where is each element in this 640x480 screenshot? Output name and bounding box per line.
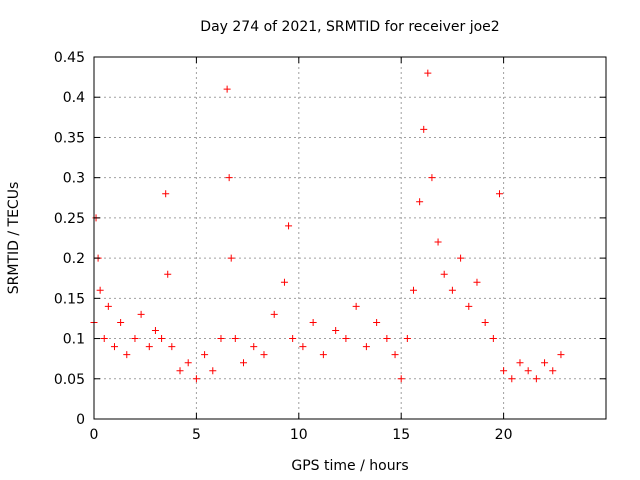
data-point xyxy=(397,375,405,383)
data-point xyxy=(416,198,424,206)
data-point xyxy=(342,335,350,343)
plot-frame xyxy=(93,56,607,420)
data-point xyxy=(285,222,293,230)
data-point xyxy=(403,335,411,343)
x-tick-label: 10 xyxy=(290,427,308,443)
y-tick-label: 0.2 xyxy=(63,251,85,267)
data-point xyxy=(225,174,233,182)
data-point xyxy=(96,286,104,294)
data-point xyxy=(383,335,391,343)
data-point xyxy=(223,85,231,93)
y-tick-label: 0.15 xyxy=(54,291,85,307)
data-point xyxy=(496,190,504,198)
data-point xyxy=(209,367,217,375)
data-point xyxy=(500,367,508,375)
y-tick-label: 0 xyxy=(76,412,85,428)
data-point xyxy=(362,343,370,351)
data-point xyxy=(270,310,278,318)
y-tick-label: 0.45 xyxy=(54,50,85,66)
data-point xyxy=(299,343,307,351)
data-point xyxy=(176,367,184,375)
data-point xyxy=(391,351,399,359)
data-point xyxy=(420,125,428,133)
data-point xyxy=(309,318,317,326)
data-point xyxy=(473,278,481,286)
data-point xyxy=(332,327,340,335)
data-point xyxy=(516,359,524,367)
data-point xyxy=(117,318,125,326)
y-tick-label: 0.05 xyxy=(54,372,85,388)
data-point xyxy=(201,351,209,359)
y-tick-label: 0.3 xyxy=(63,171,85,187)
data-point xyxy=(434,238,442,246)
data-point xyxy=(145,343,153,351)
data-point xyxy=(352,302,360,310)
data-points xyxy=(90,69,565,383)
data-point xyxy=(319,351,327,359)
data-point xyxy=(373,318,381,326)
data-point xyxy=(158,335,166,343)
axis-ticks: 0 0.05 0.1 0.15 0.2 0.25 0.3 0.35 0.4 0.45 0 5 10 15 2… xyxy=(54,50,606,443)
data-point xyxy=(123,351,131,359)
x-tick-label: 5 xyxy=(192,427,201,443)
y-tick-label: 0.4 xyxy=(63,90,85,106)
data-point xyxy=(164,270,172,278)
x-tick-label: 0 xyxy=(90,427,99,443)
data-point xyxy=(110,343,118,351)
y-axis-label: SRMTID / TECUs xyxy=(6,182,22,295)
data-point xyxy=(289,335,297,343)
data-point xyxy=(137,310,145,318)
data-point xyxy=(240,359,248,367)
data-point xyxy=(260,351,268,359)
data-point xyxy=(162,190,170,198)
data-point xyxy=(557,351,565,359)
data-point xyxy=(508,375,516,383)
data-point xyxy=(465,302,473,310)
data-point xyxy=(104,302,112,310)
data-point xyxy=(549,367,557,375)
data-point xyxy=(100,335,108,343)
data-point xyxy=(532,375,540,383)
data-point xyxy=(131,335,139,343)
y-tick-label: 0.25 xyxy=(54,211,85,227)
data-point xyxy=(440,270,448,278)
data-point xyxy=(217,335,225,343)
data-point xyxy=(448,286,456,294)
x-tick-label: 20 xyxy=(495,427,513,443)
data-point xyxy=(151,327,159,335)
data-point xyxy=(227,254,235,262)
data-point xyxy=(428,174,436,182)
data-point xyxy=(409,286,417,294)
grid-layer xyxy=(94,57,606,419)
data-point xyxy=(184,359,192,367)
data-point xyxy=(250,343,258,351)
data-point xyxy=(231,335,239,343)
x-tick-label: 15 xyxy=(392,427,410,443)
y-tick-label: 0.1 xyxy=(63,332,85,348)
data-point xyxy=(489,335,497,343)
data-point xyxy=(280,278,288,286)
data-point xyxy=(481,318,489,326)
data-point xyxy=(524,367,532,375)
data-point xyxy=(541,359,549,367)
data-point xyxy=(192,375,200,383)
data-point xyxy=(168,343,176,351)
data-point xyxy=(457,254,465,262)
x-axis-label: GPS time / hours xyxy=(291,458,408,474)
chart-title: Day 274 of 2021, SRMTID for receiver joe… xyxy=(200,19,499,35)
data-point xyxy=(424,69,432,77)
y-tick-label: 0.35 xyxy=(54,130,85,146)
